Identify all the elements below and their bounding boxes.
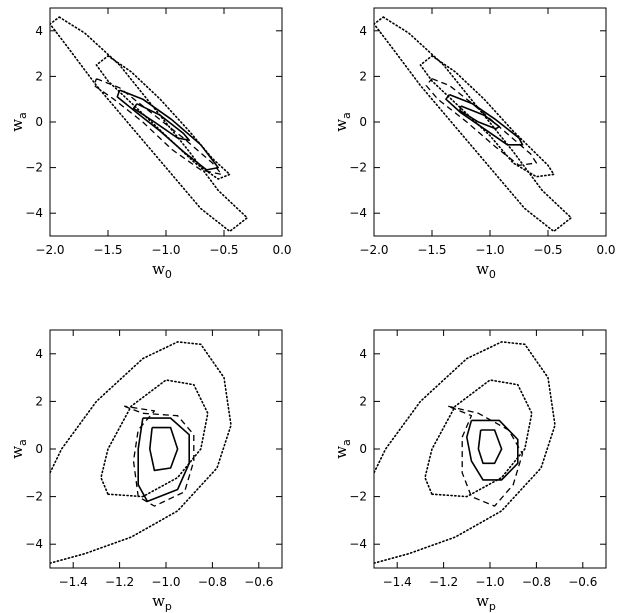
x-tick-label: −2.0 — [359, 243, 388, 257]
contour-solid-4 — [149, 426, 179, 472]
panel-bottom-left: −1.4 −1.2 −1.0 −0.8 −0.6 −4 −2 0 2 4 wp wa — [8, 329, 283, 613]
x-tick-label: −1.0 — [475, 243, 504, 257]
contour-dashed-2 — [447, 405, 524, 507]
contour-dotted-0 — [50, 341, 232, 564]
x-tick-label: −1.0 — [475, 575, 504, 589]
y-tick-label: 2 — [359, 69, 367, 83]
x-tick-label: −1.5 — [93, 243, 122, 257]
contour-dashed-2 — [425, 78, 538, 166]
y-tick-label: −2 — [25, 490, 43, 504]
panel-top-left: −2.0 −1.5 −1.0 −0.5 0.0 −4 −2 0 2 4 w0 wa — [8, 7, 292, 281]
contour-group — [374, 16, 572, 233]
y-tick-label: 0 — [35, 442, 43, 456]
y-tick-label: −2 — [349, 161, 367, 175]
x-tick-label: −0.8 — [198, 575, 227, 589]
x-tick-label: −2.0 — [35, 243, 64, 257]
y-tick-label: 2 — [359, 394, 367, 408]
plot-frame — [373, 329, 607, 569]
contour-dotted-0 — [374, 16, 572, 233]
y-tick-label: 0 — [359, 442, 367, 456]
contour-group — [374, 341, 556, 564]
y-axis-label: wa — [332, 439, 353, 459]
x-tick-label: −1.4 — [59, 575, 88, 589]
panel-bottom-right: −1.4 −1.2 −1.0 −0.8 −0.6 −4 −2 0 2 4 wp wa — [332, 329, 607, 613]
y-axis-label: wa — [8, 439, 29, 459]
y-tick-label: 4 — [35, 347, 43, 361]
contour-dotted-1 — [95, 55, 231, 180]
y-tick-label: −4 — [25, 206, 43, 220]
contour-dashed-2 — [123, 405, 195, 507]
x-tick-label: −0.8 — [522, 575, 551, 589]
contour-dotted-0 — [50, 16, 248, 233]
x-tick-label: −0.5 — [533, 243, 562, 257]
contour-group — [50, 16, 248, 233]
plot-frame — [49, 329, 283, 569]
x-tick-label: −1.0 — [151, 575, 180, 589]
x-tick-label: −0.6 — [568, 575, 597, 589]
x-tick-label: −1.4 — [383, 575, 412, 589]
contour-dashed-2 — [93, 78, 223, 176]
contour-dotted-1 — [100, 379, 209, 498]
y-tick-label: 0 — [359, 115, 367, 129]
y-tick-label: −4 — [349, 206, 367, 220]
contour-solid-3 — [137, 417, 190, 503]
panel-top-right: −2.0 −1.5 −1.0 −0.5 0.0 −4 −2 0 2 4 w0 wa — [332, 7, 616, 281]
y-axis-label: wa — [332, 112, 353, 132]
x-tick-label: −1.5 — [417, 243, 446, 257]
y-tick-label: 2 — [35, 394, 43, 408]
y-tick-label: −2 — [349, 490, 367, 504]
contour-solid-4 — [459, 105, 501, 130]
x-tick-label: −0.5 — [209, 243, 238, 257]
contour-dotted-0 — [374, 341, 556, 564]
x-axis-label: wp — [476, 592, 496, 613]
plot-frame — [49, 7, 283, 237]
contour-group — [50, 341, 232, 564]
x-tick-label: 0.0 — [596, 243, 615, 257]
x-axis-label: w0 — [476, 260, 496, 281]
x-tick-label: −0.6 — [244, 575, 273, 589]
y-tick-label: 2 — [35, 69, 43, 83]
contour-solid-4 — [132, 103, 190, 141]
contour-solid-3 — [466, 419, 519, 481]
y-tick-label: 4 — [35, 24, 43, 38]
y-tick-label: 4 — [359, 347, 367, 361]
y-tick-label: 0 — [35, 115, 43, 129]
y-tick-label: 4 — [359, 24, 367, 38]
plot-frame — [373, 7, 607, 237]
x-tick-label: 0.0 — [272, 243, 291, 257]
x-tick-label: −1.2 — [429, 575, 458, 589]
y-tick-label: −4 — [349, 537, 367, 551]
contour-solid-4 — [477, 429, 503, 465]
y-tick-label: −4 — [25, 537, 43, 551]
x-tick-label: −1.0 — [151, 243, 180, 257]
y-tick-label: −2 — [25, 161, 43, 175]
y-axis-label: wa — [8, 112, 29, 132]
x-tick-label: −1.2 — [105, 575, 134, 589]
x-axis-label: w0 — [152, 260, 172, 281]
contour-dotted-1 — [424, 379, 533, 498]
contour-dotted-1 — [419, 55, 555, 178]
contour-solid-3 — [116, 89, 219, 171]
x-axis-label: wp — [152, 592, 172, 613]
contour-solid-3 — [445, 93, 524, 146]
